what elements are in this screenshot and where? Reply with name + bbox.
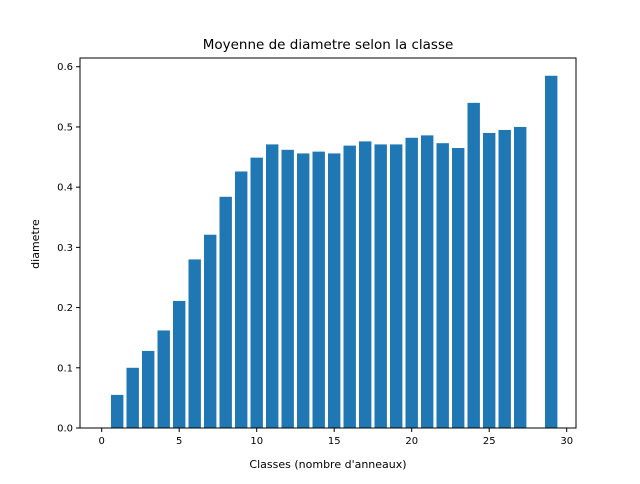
bar-class-12 [281,149,294,428]
y-tick-label: 0.1 [57,363,73,374]
bar-class-9 [235,171,248,428]
bar-class-1 [111,394,124,428]
bar-class-18 [374,144,387,429]
y-tick-label: 0.4 [57,183,73,194]
bar-class-11 [266,144,279,429]
y-tick-label: 0.5 [57,122,73,133]
x-axis-label: Classes (nombre d'anneaux) [249,458,406,471]
bar-class-16 [343,145,356,428]
bar-class-10 [250,157,263,428]
bar-class-15 [328,153,341,429]
y-axis-ticks: 0.0 0.1 0.2 0.3 0.4 0.5 0.6 [57,62,80,435]
x-tick-label: 30 [560,436,573,447]
bar-class-8 [219,196,232,428]
bar-class-4 [157,330,170,428]
bar-class-22 [436,143,449,429]
x-tick-label: 0 [99,436,105,447]
bar-class-25 [483,132,496,428]
x-tick-label: 25 [483,436,496,447]
bar-class-29 [545,75,558,429]
y-tick-label: 0.6 [57,62,73,73]
y-axis-label: diametre [29,219,42,269]
bar-class-20 [405,137,418,428]
bar-class-6 [188,259,201,428]
bar-class-17 [359,141,372,428]
y-tick-label: 0.2 [57,303,73,314]
bars-group [111,75,558,429]
x-tick-label: 10 [250,436,263,447]
x-tick-label: 5 [176,436,182,447]
bar-class-7 [204,234,217,428]
bar-class-27 [514,126,527,428]
x-tick-label: 15 [328,436,341,447]
y-tick-label: 0.3 [57,243,73,254]
x-tick-label: 20 [405,436,418,447]
bar-class-5 [173,300,186,428]
bar-class-3 [142,350,155,428]
y-tick-label: 0.0 [57,424,73,435]
plot-frame [79,57,577,429]
bar-class-21 [421,135,434,429]
chart-title: Moyenne de diametre selon la classe [203,37,454,53]
bar-class-19 [390,144,403,429]
bar-class-13 [297,153,310,429]
x-axis-ticks: 0 5 10 15 20 25 30 [99,428,573,447]
bar-class-14 [312,151,325,428]
bar-class-2 [126,367,139,428]
bar-class-24 [467,102,480,428]
bar-class-23 [452,148,465,428]
bar-class-26 [498,129,511,428]
